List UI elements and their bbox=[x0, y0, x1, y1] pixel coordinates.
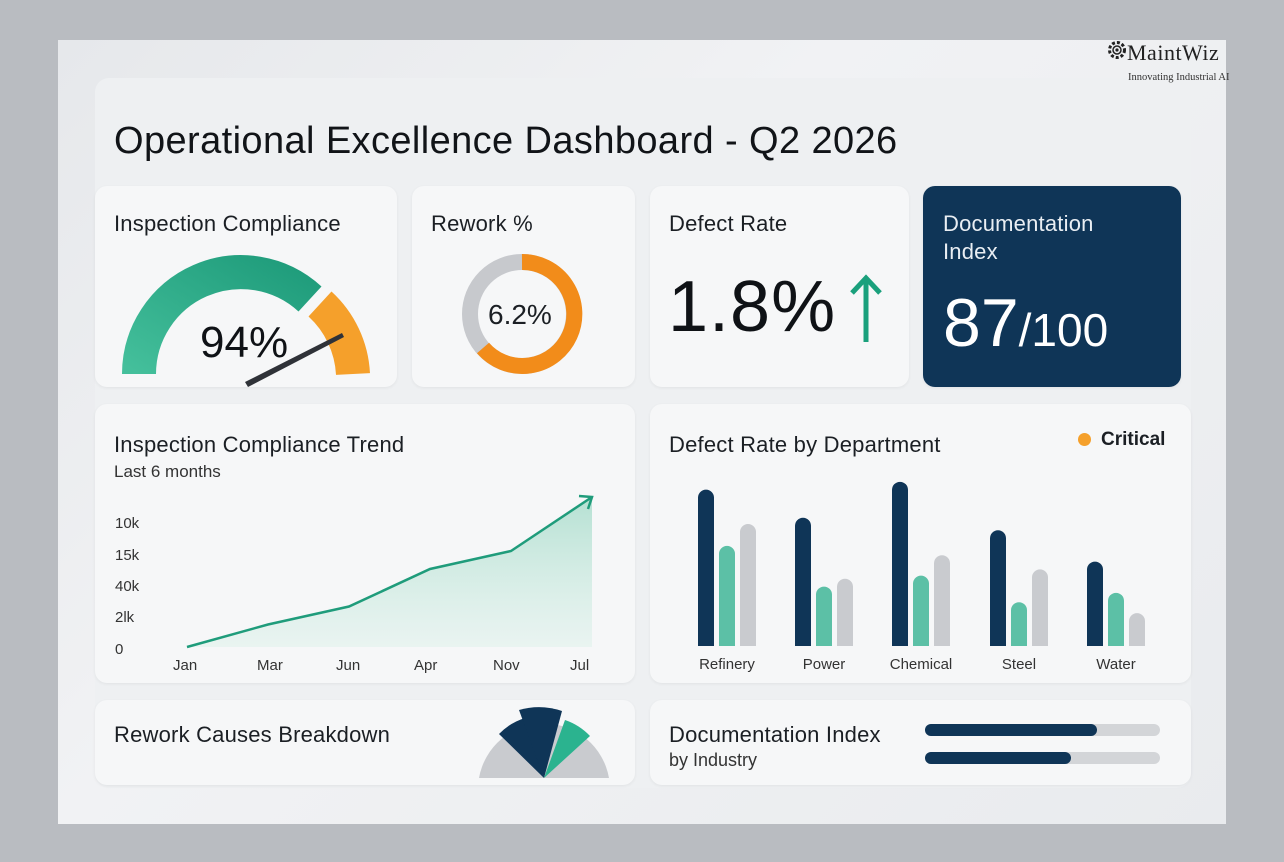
industry-bar-fill-1 bbox=[925, 724, 1097, 736]
inspection-compliance-title: Inspection Compliance bbox=[114, 211, 341, 236]
fan-slice-navy-mid bbox=[519, 707, 562, 778]
dept-bar-chemical-2 bbox=[913, 575, 929, 654]
dept-bar-refinery-1 bbox=[698, 489, 714, 654]
brand-logo: MaintWiz Innovating Industrial AI bbox=[1105, 36, 1245, 92]
dept-x-tick: Water bbox=[1096, 656, 1135, 673]
documentation-index-value: 87/100 bbox=[943, 284, 1108, 362]
dept-bar-steel-3 bbox=[1032, 569, 1048, 654]
dept-bar-water-1 bbox=[1087, 561, 1103, 654]
documentation-index-card[interactable]: Documentation Index 87/100 bbox=[923, 186, 1181, 387]
rework-causes-fan bbox=[479, 707, 609, 778]
legend-critical-label: Critical bbox=[1101, 429, 1166, 450]
documentation-index-suffix: /100 bbox=[1018, 304, 1109, 356]
doc-index-industry-title: Documentation Index bbox=[669, 722, 881, 747]
dept-bar-steel-2 bbox=[1011, 602, 1027, 654]
defect-rate-card[interactable]: Defect Rate 1.8% bbox=[650, 186, 909, 387]
inspection-compliance-value: 94% bbox=[200, 318, 289, 367]
inspection-compliance-card[interactable]: Inspection Compliance 94% bbox=[95, 186, 397, 387]
trend-y-tick: 15k bbox=[115, 547, 140, 564]
dept-bar-water-3 bbox=[1129, 613, 1145, 654]
rework-donut-orange bbox=[476, 253, 583, 374]
trend-x-tick: Jun bbox=[336, 657, 360, 674]
dept-bar-refinery-2 bbox=[719, 545, 735, 654]
trend-line bbox=[186, 495, 593, 649]
dept-bar-power-2 bbox=[816, 586, 832, 654]
trend-y-tick: 2lk bbox=[115, 609, 135, 626]
defect-by-dept-chart: Refinery Power Chemical Steel Water bbox=[680, 481, 1160, 673]
defect-rate-value: 1.8% bbox=[668, 267, 837, 347]
rework-causes-title: Rework Causes Breakdown bbox=[114, 722, 391, 747]
dept-x-tick: Refinery bbox=[699, 656, 755, 673]
trend-x-tick: Jan bbox=[173, 657, 197, 674]
dept-bar-chemical-1 bbox=[892, 481, 908, 654]
doc-index-industry-subtitle: by Industry bbox=[669, 750, 758, 770]
compliance-trend-card[interactable]: Inspection Compliance Trend Last 6 month… bbox=[95, 404, 635, 683]
dept-bar-chemical-3 bbox=[934, 555, 950, 654]
rework-causes-card[interactable]: Rework Causes Breakdown bbox=[95, 700, 635, 785]
trend-area bbox=[187, 497, 592, 647]
trend-y-tick: 0 bbox=[115, 641, 123, 658]
dept-x-tick: Steel bbox=[1002, 656, 1036, 673]
trend-x-tick: Mar bbox=[257, 657, 283, 674]
defect-by-dept-card[interactable]: Defect Rate by Department Critical Refin… bbox=[650, 404, 1191, 683]
trend-arrow-head bbox=[578, 494, 594, 510]
industry-bar-track-1 bbox=[925, 724, 1160, 736]
defect-by-dept-title: Defect Rate by Department bbox=[669, 432, 941, 457]
dept-baseline-mask bbox=[680, 646, 1160, 656]
trend-x-tick: Jul bbox=[570, 657, 589, 674]
dept-bar-water-2 bbox=[1108, 592, 1124, 654]
rework-donut bbox=[462, 253, 583, 374]
dept-x-tick: Power bbox=[803, 656, 846, 673]
compliance-gauge bbox=[122, 255, 370, 387]
documentation-index-title-line1: Documentation bbox=[943, 211, 1094, 236]
page-title: Operational Excellence Dashboard - Q2 20… bbox=[114, 120, 898, 162]
rework-card[interactable]: Rework % 6.2% bbox=[412, 186, 635, 387]
arrow-up-icon bbox=[850, 274, 882, 342]
fan-slice-teal bbox=[544, 720, 590, 778]
industry-bar-fill-2 bbox=[925, 752, 1071, 764]
dept-bar-steel-1 bbox=[990, 530, 1006, 654]
gauge-arc-orange bbox=[308, 291, 370, 376]
documentation-index-score: 87 bbox=[943, 285, 1019, 361]
gauge-needle bbox=[245, 333, 344, 387]
brand-name: MaintWiz bbox=[1127, 40, 1220, 65]
rework-value: 6.2% bbox=[488, 299, 552, 330]
documentation-index-title-line2: Index bbox=[943, 239, 998, 264]
dept-bar-refinery-3 bbox=[740, 524, 756, 654]
legend-critical-dot bbox=[1078, 433, 1091, 446]
compliance-trend-subtitle: Last 6 months bbox=[114, 462, 221, 481]
trend-y-tick: 40k bbox=[115, 578, 140, 595]
dept-bar-power-3 bbox=[837, 578, 853, 654]
trend-x-tick: Nov bbox=[493, 657, 520, 674]
industry-bar-track-2 bbox=[925, 752, 1160, 764]
brand-tagline: Innovating Industrial AI bbox=[1128, 72, 1230, 83]
trend-y-tick: 10k bbox=[115, 515, 140, 532]
compliance-trend-title: Inspection Compliance Trend bbox=[114, 432, 405, 457]
gear-icon bbox=[1108, 41, 1126, 59]
rework-title: Rework % bbox=[431, 211, 533, 236]
doc-index-industry-card[interactable]: Documentation Index by Industry bbox=[650, 700, 1191, 785]
trend-x-tick: Apr bbox=[414, 657, 437, 674]
dept-x-tick: Chemical bbox=[890, 656, 953, 673]
dept-bar-power-1 bbox=[795, 517, 811, 654]
defect-rate-title: Defect Rate bbox=[669, 211, 788, 236]
gauge-arc-teal bbox=[122, 255, 322, 375]
compliance-trend-chart: 10k 15k 40k 2lk 0 Jan Mar Jun Apr Nov Jul bbox=[115, 494, 594, 674]
fan-slice-navy-left bbox=[499, 718, 544, 778]
